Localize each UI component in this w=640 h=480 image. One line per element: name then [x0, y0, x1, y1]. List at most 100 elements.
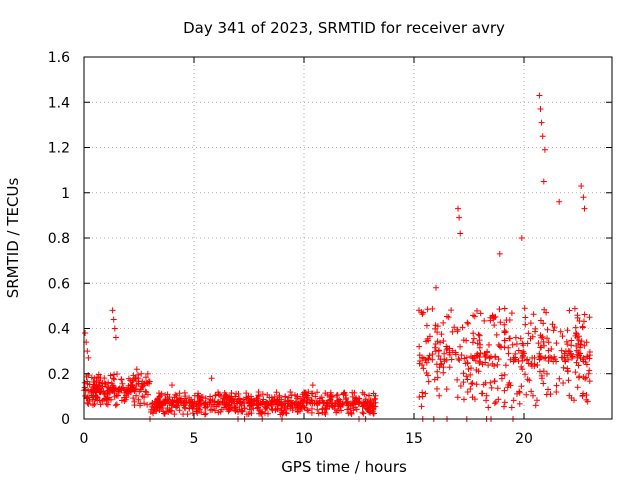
data-point: [539, 333, 546, 340]
data-point: [149, 409, 156, 416]
data-point: [540, 380, 547, 387]
data-point: [529, 362, 536, 369]
data-point: [574, 334, 581, 341]
data-point: [212, 392, 219, 399]
data-point: [425, 356, 432, 363]
data-point: [470, 355, 477, 362]
data-point: [82, 330, 89, 337]
data-point: [176, 390, 183, 397]
data-point: [189, 405, 196, 412]
data-point: [513, 340, 520, 347]
data-point: [586, 378, 593, 385]
data-point: [488, 384, 495, 391]
data-point: [292, 399, 299, 406]
data-point: [470, 335, 477, 342]
data-point: [570, 397, 577, 404]
data-point: [465, 320, 472, 327]
data-point: [507, 382, 514, 389]
data-point: [537, 317, 544, 324]
data-point: [508, 404, 515, 411]
data-point: [443, 343, 450, 350]
data-point: [137, 400, 144, 407]
data-point: [564, 352, 571, 359]
data-point: [416, 360, 423, 367]
data-point: [556, 375, 563, 382]
data-point: [359, 409, 366, 416]
data-point: [318, 394, 325, 401]
data-point: [97, 375, 104, 382]
data-point: [309, 390, 316, 397]
data-point: [435, 353, 442, 360]
data-point: [352, 401, 359, 408]
data-point: [167, 407, 174, 414]
data-point: [123, 394, 130, 401]
data-point: [312, 393, 319, 400]
data-point: [454, 376, 461, 383]
data-point: [441, 356, 448, 363]
data-point: [327, 389, 334, 396]
data-point: [276, 400, 283, 407]
x-axis-label: GPS time / hours: [281, 458, 407, 476]
y-tick-label: 0.6: [48, 276, 70, 292]
data-point: [426, 352, 433, 359]
data-point: [452, 351, 459, 358]
data-point: [89, 402, 96, 409]
data-point: [579, 392, 586, 399]
data-point: [515, 347, 522, 354]
data-point: [537, 106, 544, 113]
data-point: [107, 389, 114, 396]
data-point: [365, 392, 372, 399]
data-point: [465, 365, 472, 372]
data-point: [304, 407, 311, 414]
data-point: [104, 384, 111, 391]
data-point: [160, 408, 167, 415]
data-point: [103, 400, 110, 407]
data-point: [463, 337, 470, 344]
data-point: [440, 337, 447, 344]
chart-title: Day 341 of 2023, SRMTID for receiver avr…: [183, 19, 505, 37]
data-point: [221, 389, 228, 396]
data-point: [353, 395, 360, 402]
data-points: [81, 92, 593, 422]
data-point: [556, 198, 563, 205]
data-point: [254, 397, 261, 404]
data-point: [545, 347, 552, 354]
data-point: [268, 400, 275, 407]
data-point: [135, 396, 142, 403]
data-point: [541, 146, 548, 153]
data-point: [93, 378, 100, 385]
data-point: [457, 383, 464, 390]
data-point: [457, 230, 464, 237]
data-point: [188, 396, 195, 403]
data-point: [143, 389, 150, 396]
data-point: [314, 406, 321, 413]
data-point: [201, 411, 208, 418]
data-point: [477, 310, 484, 317]
data-point: [257, 410, 264, 417]
data-point: [250, 405, 257, 412]
data-point: [536, 356, 543, 363]
data-point: [110, 375, 117, 382]
data-point: [259, 391, 266, 398]
data-point: [425, 337, 432, 344]
data-point: [572, 324, 579, 331]
data-point: [552, 356, 559, 363]
data-point: [469, 380, 476, 387]
data-point: [314, 389, 321, 396]
data-point: [81, 379, 88, 386]
data-point: [120, 384, 127, 391]
data-point: [138, 370, 145, 377]
data-point: [550, 327, 557, 334]
data-point: [434, 338, 441, 345]
data-point: [142, 388, 149, 395]
data-point: [264, 391, 271, 398]
data-point: [127, 377, 134, 384]
data-point: [502, 362, 509, 369]
x-tick-label: 15: [405, 431, 423, 447]
data-point: [236, 395, 243, 402]
data-point: [175, 398, 182, 405]
data-point: [331, 406, 338, 413]
data-point: [575, 340, 582, 347]
data-point: [322, 404, 329, 411]
